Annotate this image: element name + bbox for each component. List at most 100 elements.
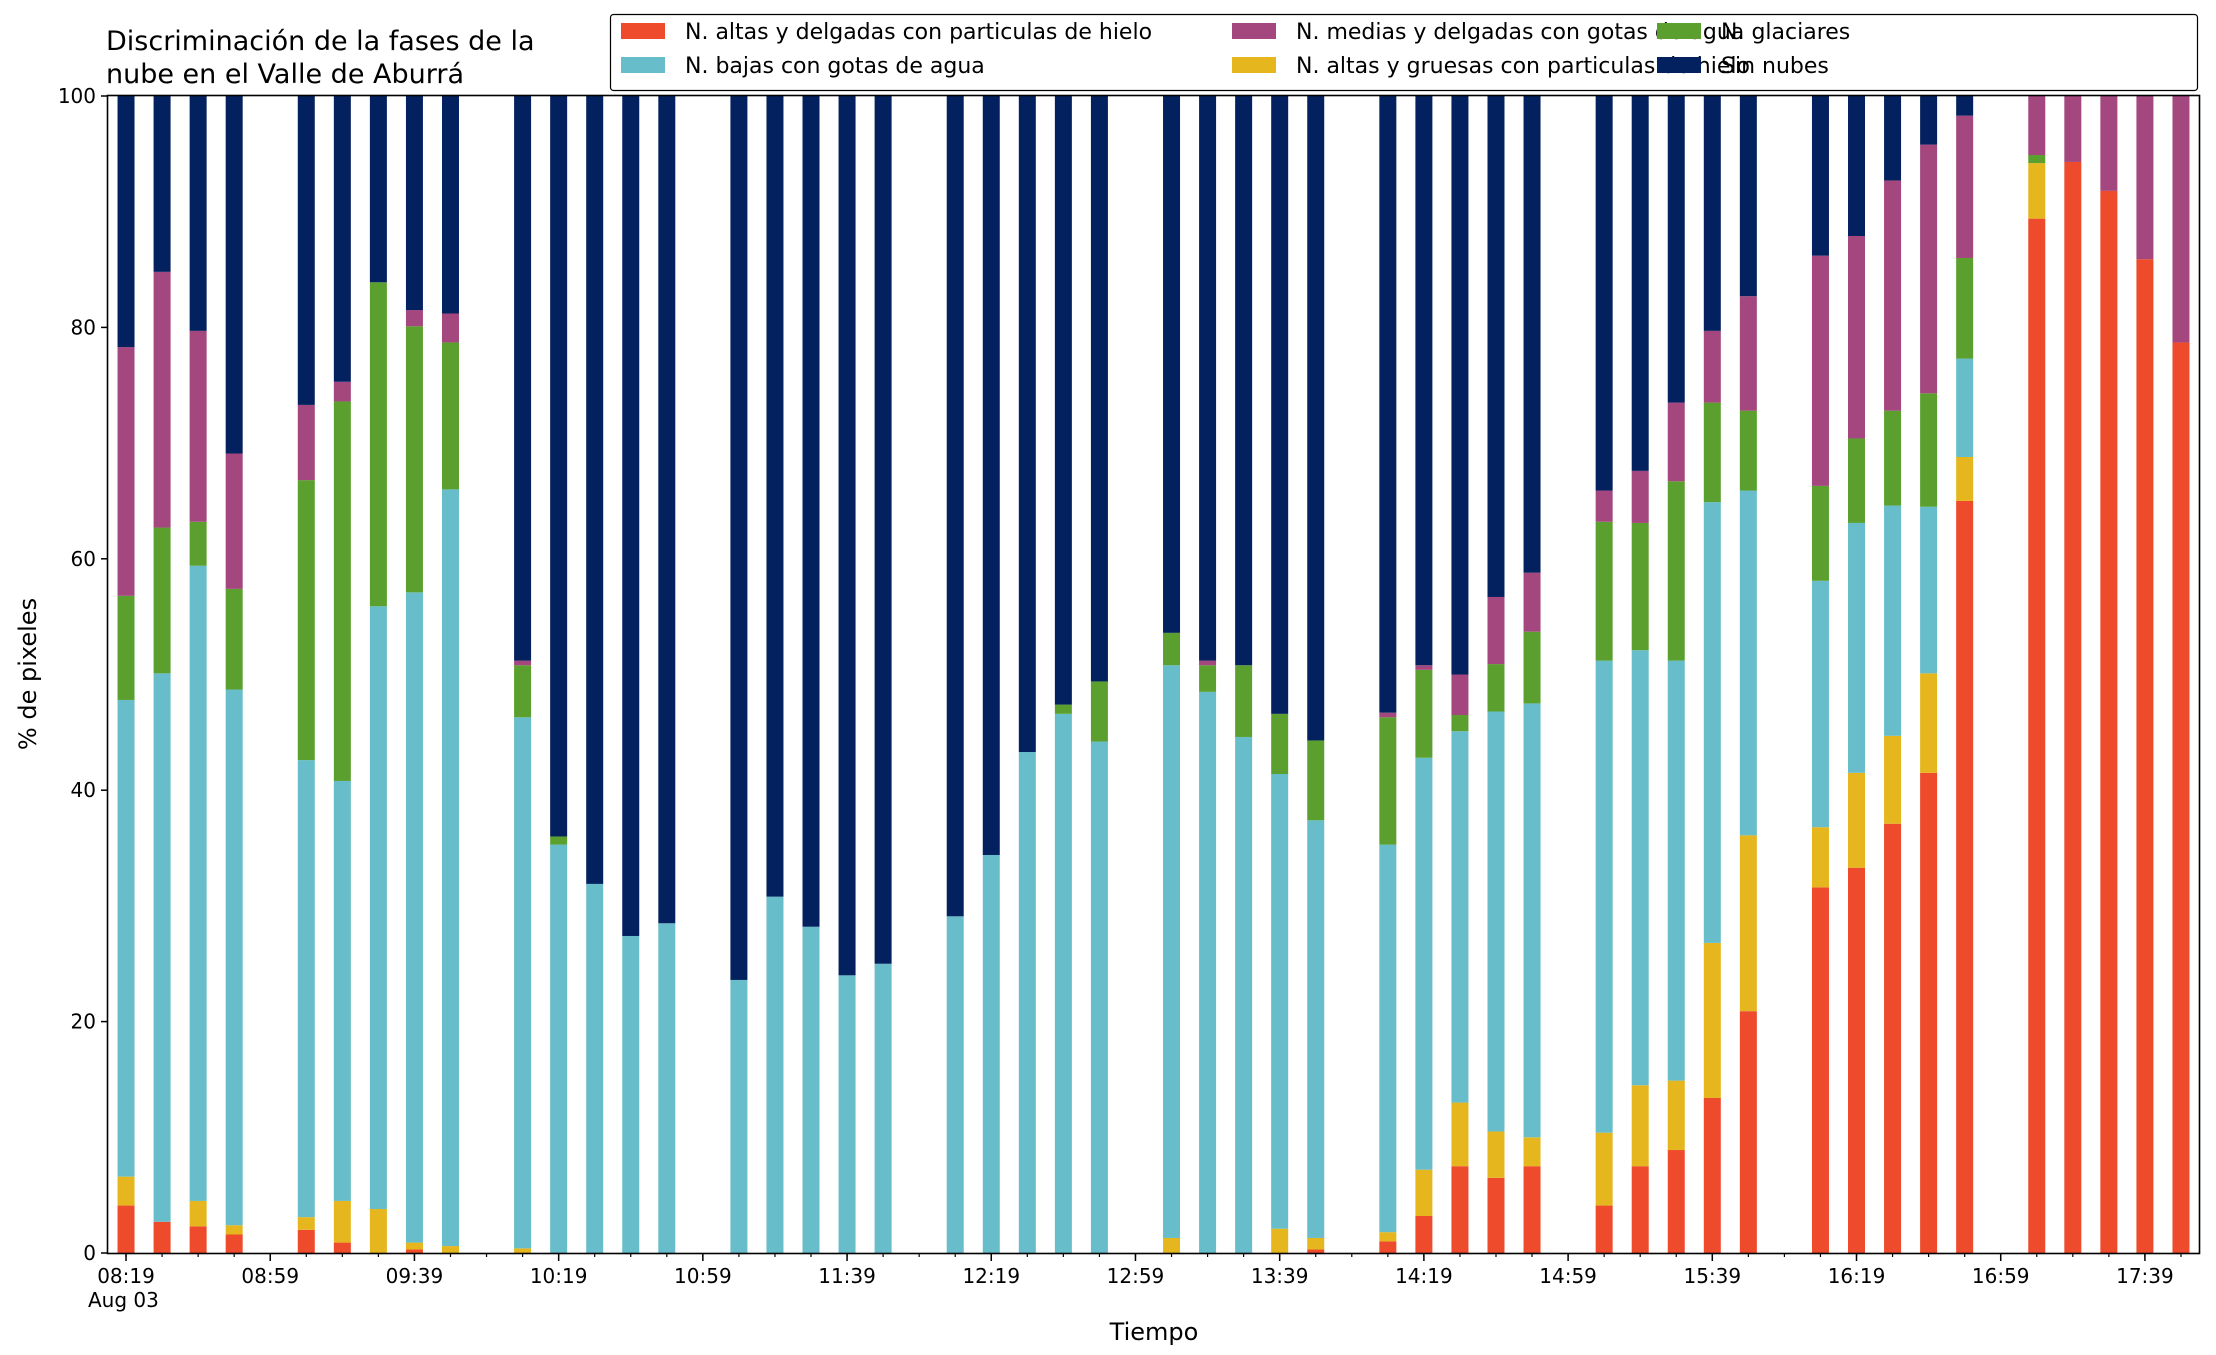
bar-segment-altas_gruesas	[189, 1200, 207, 1227]
legend-label: N. glaciares	[1721, 20, 1850, 45]
legend-item-sin_nubes: Sin nubes	[1657, 54, 1829, 79]
x-tick-label: 08:59	[241, 1264, 299, 1288]
x-tick-label: 12:59	[1107, 1264, 1165, 1288]
bar-segment-bajas	[838, 975, 856, 1253]
bar-segment-altas_gruesas	[1703, 942, 1721, 1098]
bar-segment-sin_nubes	[117, 96, 135, 348]
bar-segment-altas_delgadas	[2100, 190, 2118, 1253]
bar-segment-sin_nubes	[1739, 96, 1757, 297]
bar-09:19	[333, 96, 351, 1253]
bar-13:49	[1307, 96, 1325, 1253]
bar-segment-sin_nubes	[1595, 96, 1613, 491]
bar-segment-sin_nubes	[1271, 96, 1289, 714]
bar-11:49	[874, 96, 892, 1253]
bar-segment-altas_gruesas	[1271, 1228, 1289, 1253]
bar-segment-medias	[2136, 96, 2154, 260]
chart-title-line-2: nube en el Valle de Aburrá	[106, 59, 464, 90]
bar-segment-sin_nubes	[189, 96, 207, 331]
bar-segment-bajas	[1667, 660, 1685, 1081]
bar-segment-altas_delgadas	[1523, 1166, 1541, 1253]
bar-segment-glaciares	[1631, 522, 1649, 651]
bar-segment-bajas	[1271, 774, 1289, 1229]
bar-segment-sin_nubes	[153, 96, 171, 272]
bar-segment-glaciares	[297, 480, 315, 761]
bar-segment-bajas	[1307, 820, 1325, 1238]
bar-segment-sin_nubes	[1090, 96, 1108, 682]
bar-segment-sin_nubes	[802, 96, 820, 927]
bar-segment-altas_gruesas	[1415, 1169, 1433, 1216]
bar-15:49	[1739, 96, 1757, 1253]
bar-segment-altas_gruesas	[1631, 1085, 1649, 1167]
bar-segment-glaciares	[405, 326, 423, 593]
bar-12:29	[1018, 96, 1036, 1253]
bar-16:19	[1848, 96, 1866, 1253]
x-tick-label: 08:19	[97, 1264, 155, 1288]
x-tick-label: 09:39	[386, 1264, 444, 1288]
bar-segment-altas_delgadas	[1956, 500, 1974, 1253]
legend-label: Sin nubes	[1721, 54, 1829, 79]
bar-segment-glaciares	[1199, 665, 1217, 692]
bar-segment-altas_delgadas	[117, 1205, 135, 1253]
bar-segment-altas_gruesas	[1739, 835, 1757, 1012]
bar-segment-bajas	[153, 673, 171, 1222]
y-tick-label: 100	[58, 84, 96, 108]
y-tick-label: 80	[71, 315, 96, 339]
bar-segment-medias	[1884, 180, 1902, 411]
bar-segment-altas_gruesas	[1487, 1131, 1505, 1178]
bar-segment-medias	[2100, 96, 2118, 191]
bar-segment-glaciares	[2028, 155, 2046, 164]
bar-segment-glaciares	[153, 527, 171, 674]
bar-segment-altas_delgadas	[1595, 1205, 1613, 1253]
bar-segment-altas_delgadas	[1884, 823, 1902, 1253]
bar-segment-sin_nubes	[838, 96, 856, 976]
bar-segment-glaciares	[1523, 631, 1541, 704]
bar-segment-bajas	[1920, 506, 1938, 674]
bar-11:39	[838, 96, 856, 1253]
bar-10:39	[622, 96, 640, 1253]
bar-segment-bajas	[622, 935, 640, 1253]
bar-12:09	[946, 96, 964, 1253]
bar-segment-sin_nubes	[1811, 96, 1829, 256]
bar-segment-altas_delgadas	[1631, 1166, 1649, 1253]
bar-segment-bajas	[514, 717, 532, 1249]
bar-segment-sin_nubes	[982, 96, 1000, 855]
bar-segment-altas_delgadas	[1739, 1011, 1757, 1253]
legend-swatch	[621, 23, 665, 39]
bar-segment-bajas	[1163, 665, 1181, 1238]
bar-segment-bajas	[1054, 713, 1072, 1253]
legend-swatch	[1232, 57, 1276, 73]
bar-segment-sin_nubes	[1199, 96, 1217, 661]
bar-segment-altas_gruesas	[2028, 163, 2046, 219]
bar-segment-altas_delgadas	[153, 1221, 171, 1253]
bar-11:09	[730, 96, 748, 1253]
bar-13:29	[1235, 96, 1253, 1253]
bar-segment-bajas	[1487, 711, 1505, 1132]
legend-items: N. altas y delgadas con particulas de hi…	[621, 20, 1850, 79]
bar-segment-sin_nubes	[1163, 96, 1181, 633]
bar-segment-bajas	[1415, 757, 1433, 1170]
bar-segment-altas_gruesas	[441, 1246, 459, 1253]
y-tick-label: 60	[71, 547, 96, 571]
bar-segment-medias	[189, 330, 207, 522]
bar-segment-bajas	[297, 760, 315, 1218]
legend-item-altas_delgadas: N. altas y delgadas con particulas de hi…	[621, 20, 1152, 45]
bar-12:49	[1090, 96, 1108, 1253]
bar-segment-bajas	[1811, 580, 1829, 828]
bar-segment-altas_gruesas	[1848, 772, 1866, 868]
bar-segment-sin_nubes	[369, 96, 387, 283]
bar-segment-altas_delgadas	[225, 1234, 243, 1253]
bar-segment-bajas	[946, 916, 964, 1253]
bar-segment-glaciares	[1920, 393, 1938, 507]
bar-08:19	[117, 96, 135, 1253]
bar-segment-bajas	[730, 979, 748, 1253]
bar-segment-bajas	[1235, 736, 1253, 1253]
bar-segment-sin_nubes	[1379, 96, 1397, 713]
bar-segment-bajas	[1848, 522, 1866, 773]
bar-segment-bajas	[1884, 505, 1902, 736]
bar-segment-medias	[1848, 236, 1866, 439]
legend-label: N. altas y delgadas con particulas de hi…	[685, 20, 1152, 45]
bar-13:39	[1271, 96, 1289, 1253]
bar-segment-altas_delgadas	[2172, 342, 2190, 1253]
bar-segment-medias	[1667, 402, 1685, 482]
